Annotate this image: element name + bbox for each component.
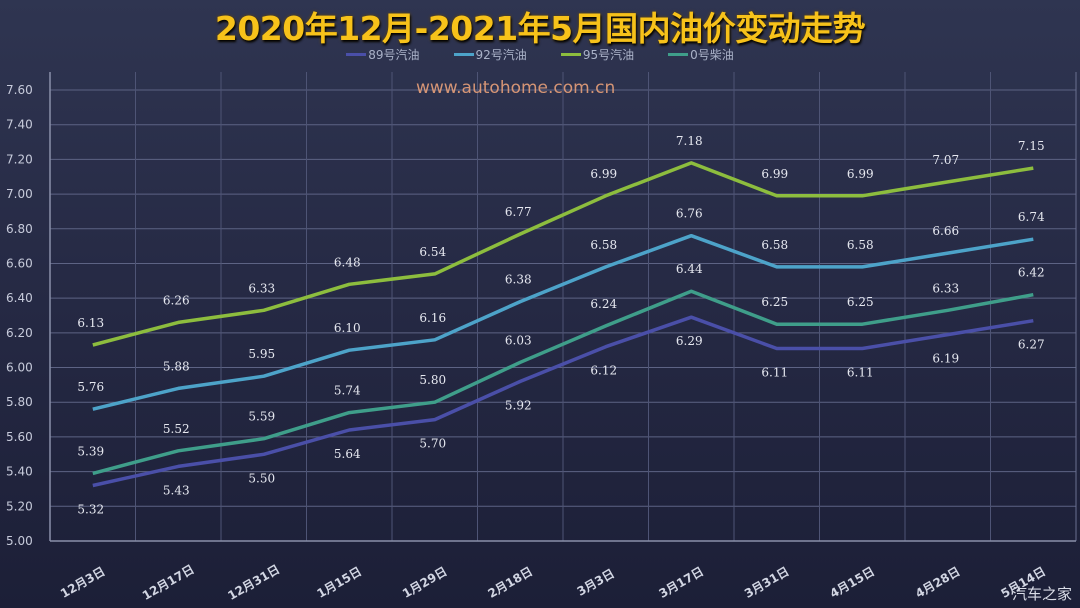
chart-title: 2020年12月-2021年5月国内油价变动走势 xyxy=(214,9,866,48)
data-label: 6.25 xyxy=(761,295,788,309)
data-label: 6.58 xyxy=(761,238,788,252)
series-line[interactable] xyxy=(92,315,1034,488)
legend-item-89[interactable]: 89号汽油 xyxy=(346,46,420,63)
data-label: 6.24 xyxy=(590,297,617,311)
y-tick-label: 6.00 xyxy=(6,361,33,375)
y-tick-label: 7.40 xyxy=(6,118,33,132)
series-line[interactable] xyxy=(92,289,1034,476)
gridlines xyxy=(49,72,1077,542)
data-label: 6.03 xyxy=(505,333,532,347)
data-label: 6.76 xyxy=(676,207,703,221)
data-label: 5.80 xyxy=(419,373,446,387)
data-label: 6.27 xyxy=(1018,338,1045,352)
corner-logo: 汽车之家 xyxy=(1011,585,1072,603)
data-label: 5.74 xyxy=(334,384,361,398)
y-tick-label: 5.20 xyxy=(6,499,33,513)
data-label: 6.19 xyxy=(932,352,959,366)
data-label: 6.13 xyxy=(77,316,104,330)
x-tick-label: 4月28日 xyxy=(913,564,962,601)
data-label: 6.11 xyxy=(761,365,788,379)
data-label: 5.88 xyxy=(163,359,190,373)
y-tick-label: 5.00 xyxy=(6,534,33,548)
data-label: 6.16 xyxy=(419,311,446,325)
x-tick-label: 4月15日 xyxy=(828,564,877,601)
data-label: 6.77 xyxy=(505,205,532,219)
data-label: 6.33 xyxy=(248,281,275,295)
y-tick-label: 7.60 xyxy=(6,83,33,97)
legend-label: 92号汽油 xyxy=(475,48,527,62)
axes: 5.00 5.20 5.40 5.60 5.80 6.00 6.20 6.40 6.60 6.80… xyxy=(6,72,1077,603)
legend-swatch-89 xyxy=(346,53,367,56)
data-label: 7.18 xyxy=(676,134,703,148)
x-tick-label: 12月3日 xyxy=(58,564,107,601)
y-tick-label: 6.80 xyxy=(6,222,33,236)
data-label: 6.10 xyxy=(334,321,361,335)
x-tick-label: 3月31日 xyxy=(742,564,791,601)
series-line[interactable] xyxy=(92,233,1034,411)
data-label: 5.92 xyxy=(505,398,532,412)
data-label: 5.43 xyxy=(163,483,190,497)
legend-label: 0号柴油 xyxy=(690,48,734,62)
data-label: 6.99 xyxy=(590,167,617,181)
legend-swatch-diesel xyxy=(668,53,689,56)
x-tick-label: 3月17日 xyxy=(657,564,706,601)
y-tick-label: 6.20 xyxy=(6,326,33,340)
data-label: 6.38 xyxy=(505,273,532,287)
data-label: 6.44 xyxy=(676,262,703,276)
y-tick-label: 7.20 xyxy=(6,152,33,166)
x-tick-label: 12月17日 xyxy=(140,562,197,603)
data-label: 5.39 xyxy=(77,444,104,458)
x-tick-label: 1月29日 xyxy=(400,564,449,601)
legend-item-diesel[interactable]: 0号柴油 xyxy=(668,46,734,63)
data-label: 5.32 xyxy=(77,502,104,516)
data-label: 5.52 xyxy=(163,422,190,436)
data-labels: 5.32 5.43 5.50 5.64 5.70 5.92 6.12 6.29 6.11 6.11… xyxy=(77,134,1045,517)
legend: 89号汽油 92号汽油 95号汽油 0号柴油 xyxy=(0,46,1080,63)
data-label: 6.25 xyxy=(847,295,874,309)
data-label: 6.48 xyxy=(334,255,361,269)
x-tick-label: 3月3日 xyxy=(575,566,617,598)
data-label: 6.58 xyxy=(590,238,617,252)
legend-label: 89号汽油 xyxy=(368,48,420,62)
y-tick-label: 6.40 xyxy=(6,291,33,305)
data-label: 7.15 xyxy=(1018,139,1045,153)
data-label: 5.76 xyxy=(77,380,104,394)
data-label: 6.12 xyxy=(590,364,617,378)
data-label: 5.50 xyxy=(248,471,275,485)
data-label: 6.33 xyxy=(932,281,959,295)
data-label: 6.66 xyxy=(932,224,959,238)
data-label: 5.64 xyxy=(334,447,361,461)
x-tick-label: 12月31日 xyxy=(225,562,282,603)
data-label: 5.59 xyxy=(248,410,275,424)
series-line[interactable] xyxy=(92,161,1034,347)
data-label: 7.07 xyxy=(932,153,959,167)
data-label: 6.99 xyxy=(847,167,874,181)
legend-item-95[interactable]: 95号汽油 xyxy=(560,46,635,63)
y-tick-label: 5.80 xyxy=(6,395,33,409)
x-tick-label: 2月18日 xyxy=(486,564,535,601)
watermark-url: www.autohome.com.cn xyxy=(416,78,616,98)
legend-label: 95号汽油 xyxy=(582,48,635,62)
data-label: 6.58 xyxy=(847,238,874,252)
y-tick-label: 7.00 xyxy=(6,187,33,201)
data-label: 6.11 xyxy=(847,365,874,379)
x-tick-label: 1月15日 xyxy=(315,564,364,601)
legend-swatch-92 xyxy=(453,53,474,56)
data-label: 5.70 xyxy=(419,437,446,451)
data-label: 6.42 xyxy=(1018,266,1045,280)
series-lines xyxy=(92,161,1034,488)
data-label: 6.29 xyxy=(676,334,703,348)
y-tick-label: 5.40 xyxy=(6,465,33,479)
legend-swatch-95 xyxy=(560,53,581,56)
y-tick-label: 5.60 xyxy=(6,430,33,444)
data-label: 6.74 xyxy=(1018,210,1045,224)
data-label: 6.54 xyxy=(419,245,446,259)
data-label: 5.95 xyxy=(248,347,275,361)
y-tick-label: 6.60 xyxy=(6,256,33,270)
legend-item-92[interactable]: 92号汽油 xyxy=(453,46,527,63)
data-label: 6.99 xyxy=(761,167,788,181)
data-label: 6.26 xyxy=(163,293,190,307)
